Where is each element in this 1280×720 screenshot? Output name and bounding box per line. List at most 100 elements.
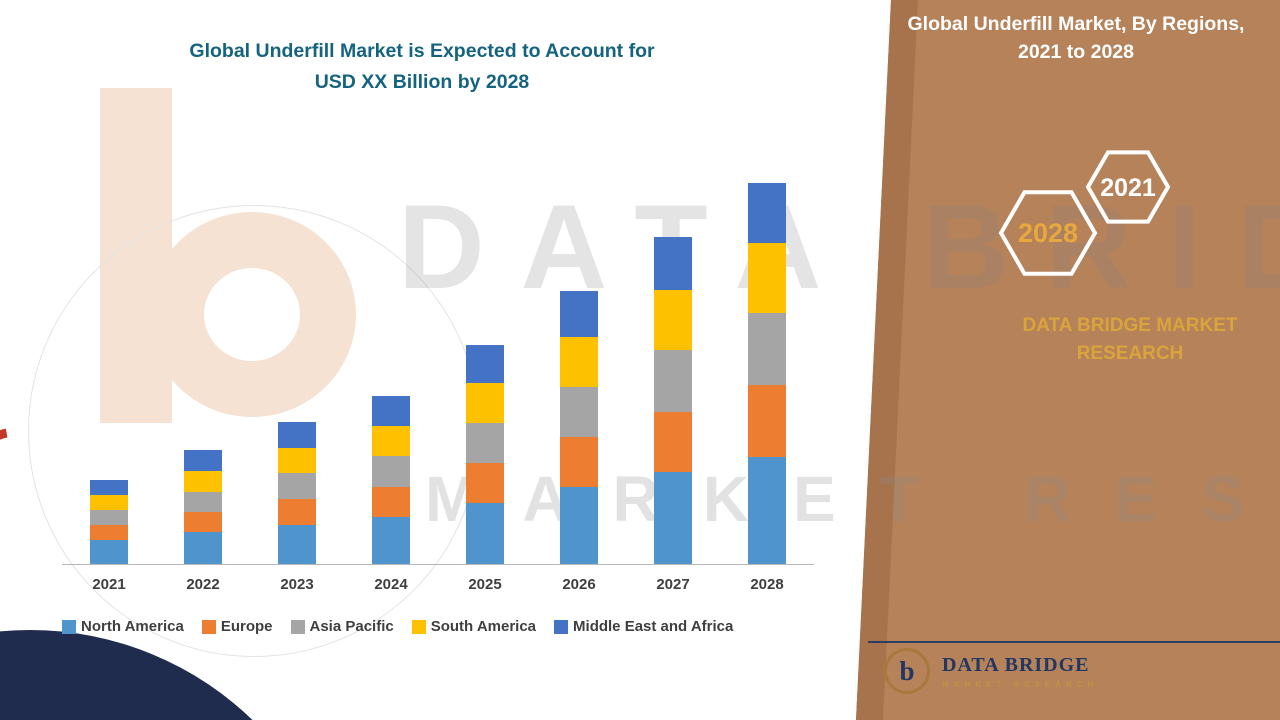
- bar-segment-2027-middle-east-and-africa: [654, 237, 692, 290]
- bar-segment-2022-south-america: [184, 471, 222, 492]
- bar-segment-2026-asia-pacific: [560, 387, 598, 437]
- bar-column-2022: 2022: [156, 172, 250, 593]
- legend-item-europe: Europe: [201, 618, 273, 635]
- hexagon-badge-2021: 2021: [1085, 150, 1171, 224]
- footer-logo-name: DATA BRIDGE: [942, 653, 1090, 676]
- x-axis-label-2024: 2024: [374, 576, 408, 593]
- bar-segment-2027-north-america: [654, 472, 692, 565]
- bar-stack-2028: [748, 183, 786, 565]
- x-axis-label-2028: 2028: [750, 576, 784, 593]
- panel-heading: Global Underfill Market, By Regions, 202…: [880, 10, 1272, 66]
- chart-legend: North America Europe Asia Pacific South Ame…: [62, 618, 842, 635]
- chart-title: Global Underfill Market is Expected to A…: [110, 36, 734, 98]
- legend-swatch: [554, 619, 569, 634]
- bar-segment-2023-europe: [278, 499, 316, 525]
- x-axis-label-2023: 2023: [280, 576, 314, 593]
- bar-segment-2022-asia-pacific: [184, 492, 222, 512]
- legend-swatch: [201, 619, 216, 634]
- chart-title-line1: Global Underfill Market is Expected to A…: [189, 40, 655, 62]
- bar-segment-2026-south-america: [560, 337, 598, 387]
- bar-segment-2024-europe: [372, 487, 410, 517]
- bar-segment-2021-middle-east-and-africa: [90, 480, 128, 495]
- hexagon-2028-outline: [998, 190, 1098, 276]
- bar-segment-2027-asia-pacific: [654, 350, 692, 412]
- badge-year-2028: 2028: [1018, 218, 1078, 248]
- x-axis-label-2025: 2025: [468, 576, 502, 593]
- bar-segment-2022-middle-east-and-africa: [184, 450, 222, 471]
- bar-segment-2026-north-america: [560, 487, 598, 565]
- bar-stack-2021: [90, 480, 128, 565]
- bar-segment-2024-asia-pacific: [372, 456, 410, 487]
- x-axis-label-2026: 2026: [562, 576, 596, 593]
- legend-label: North America: [81, 618, 184, 635]
- bar-segment-2022-europe: [184, 512, 222, 532]
- bar-stack-2025: [466, 345, 504, 565]
- footer-logo-subtitle: MARKET RESEARCH: [942, 679, 1099, 689]
- hexagon-badge-2028: 2028: [998, 190, 1098, 276]
- brand-text-line2: RESEARCH: [1076, 343, 1184, 364]
- chart-title-line2: USD XX Billion by 2028: [314, 71, 530, 93]
- bar-segment-2022-north-america: [184, 532, 222, 565]
- x-axis-label-2021: 2021: [92, 576, 126, 593]
- panel-heading-line2: 2021 to 2028: [1017, 41, 1134, 63]
- bar-segment-2025-middle-east-and-africa: [466, 345, 504, 383]
- bar-segment-2026-europe: [560, 437, 598, 487]
- bar-segment-2028-north-america: [748, 457, 786, 565]
- bar-segment-2025-south-america: [466, 383, 504, 423]
- bar-stack-2022: [184, 450, 222, 565]
- legend-item-asia-pacific: Asia Pacific: [290, 618, 394, 635]
- bar-column-2025: 2025: [438, 172, 532, 593]
- legend-swatch: [290, 619, 305, 634]
- watermark-text-databridge: DATA BRIDGE: [398, 180, 1280, 314]
- bar-columns: 2021 2022 2023 2024 2025 2026 2027 2028: [62, 172, 814, 593]
- footer-logo-text: DATA BRIDGE MARKET RESEARCH: [942, 654, 1098, 689]
- bar-segment-2024-north-america: [372, 517, 410, 565]
- hexagon-2021-outline: [1085, 150, 1171, 224]
- x-axis-label-2022: 2022: [186, 576, 220, 593]
- bar-segment-2025-north-america: [466, 503, 504, 565]
- panel-heading-line1: Global Underfill Market, By Regions,: [907, 13, 1245, 35]
- bar-segment-2027-south-america: [654, 290, 692, 350]
- legend-swatch: [411, 619, 426, 634]
- bar-column-2027: 2027: [626, 172, 720, 593]
- footer-logo: b DATA BRIDGE MARKET RESEARCH: [884, 648, 1098, 694]
- badge-year-2021: 2021: [1100, 174, 1156, 202]
- bar-stack-2026: [560, 291, 598, 565]
- legend-label: Europe: [220, 618, 273, 635]
- bar-segment-2021-asia-pacific: [90, 510, 128, 525]
- bar-segment-2021-south-america: [90, 495, 128, 510]
- bar-stack-2023: [278, 422, 316, 565]
- legend-swatch: [62, 619, 76, 634]
- bar-segment-2023-middle-east-and-africa: [278, 422, 316, 448]
- bar-column-2026: 2026: [532, 172, 626, 593]
- legend-label: Middle East and Africa: [573, 618, 734, 635]
- stacked-bar-chart: 2021 2022 2023 2024 2025 2026 2027 2028: [62, 172, 814, 593]
- bar-segment-2023-north-america: [278, 525, 316, 565]
- year-badges: 2021 2028: [998, 150, 1171, 276]
- bar-segment-2026-middle-east-and-africa: [560, 291, 598, 337]
- bar-segment-2025-asia-pacific: [466, 423, 504, 463]
- legend-item-middle-east-and-africa: Middle East and Africa: [554, 618, 733, 635]
- legend-label: Asia Pacific: [309, 618, 394, 635]
- x-axis-label-2027: 2027: [656, 576, 690, 593]
- bar-stack-2024: [372, 396, 410, 565]
- databridge-logo-icon: b: [884, 648, 930, 694]
- bar-segment-2028-europe: [748, 385, 786, 457]
- bar-segment-2021-north-america: [90, 540, 128, 565]
- bar-stack-2027: [654, 237, 692, 565]
- bar-segment-2025-europe: [466, 463, 504, 503]
- bar-column-2023: 2023: [250, 172, 344, 593]
- bar-column-2021: 2021: [62, 172, 156, 593]
- bar-segment-2028-middle-east-and-africa: [748, 183, 786, 243]
- bar-segment-2023-south-america: [278, 448, 316, 473]
- legend-item-south-america: South America: [411, 618, 536, 635]
- bar-column-2024: 2024: [344, 172, 438, 593]
- brand-text: DATA BRIDGE MARKET RESEARCH: [990, 312, 1270, 368]
- bar-segment-2023-asia-pacific: [278, 473, 316, 499]
- x-axis-line: [62, 564, 814, 565]
- logo-b-glyph: b: [899, 655, 915, 686]
- bar-segment-2027-europe: [654, 412, 692, 472]
- bar-column-2028: 2028: [720, 172, 814, 593]
